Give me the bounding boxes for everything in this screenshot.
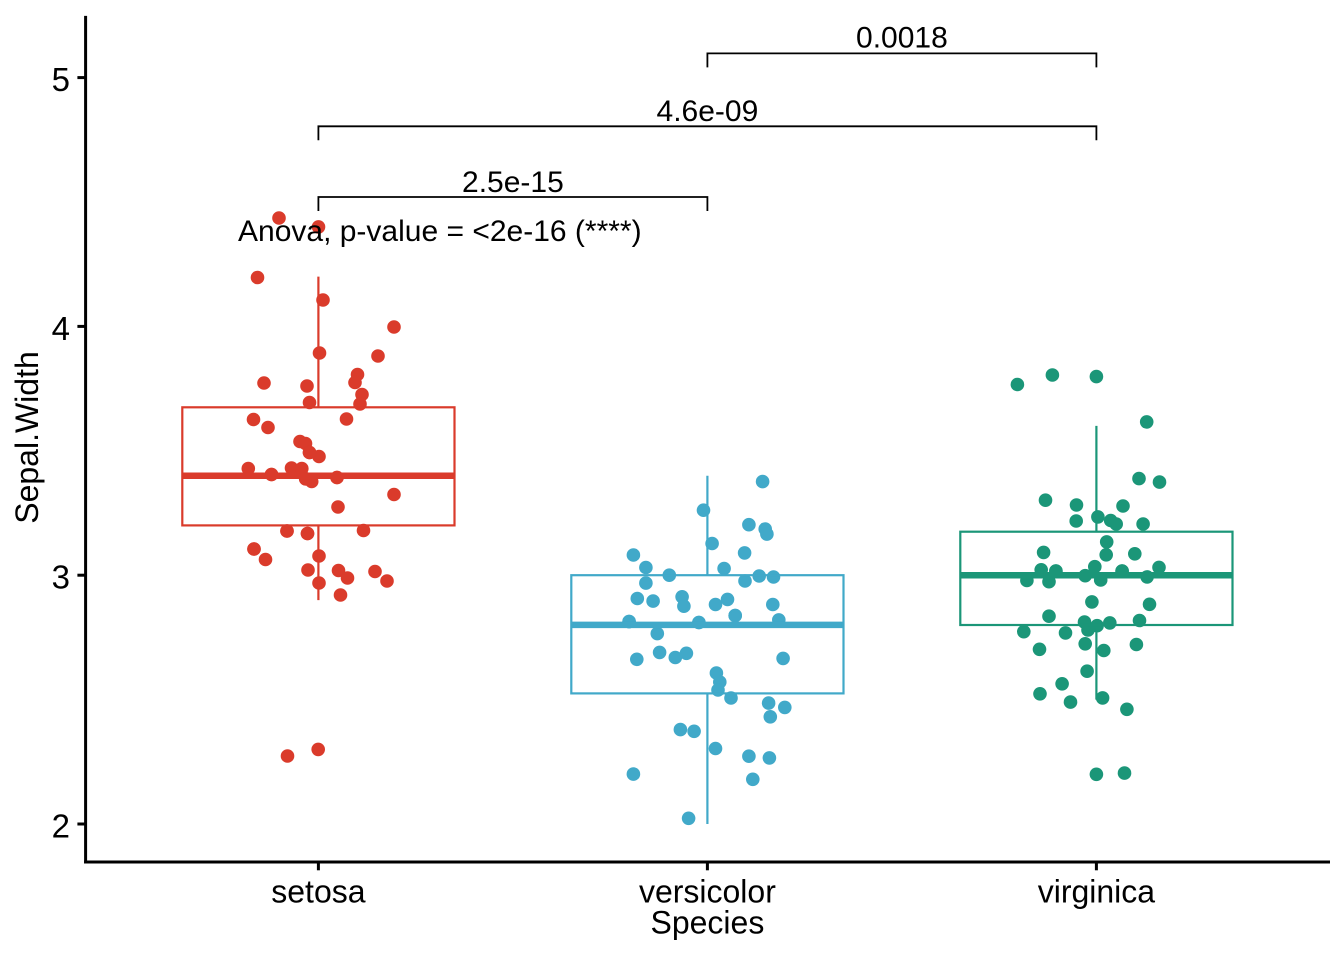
svg-text:Anova, p-value = <2e-16 (****): Anova, p-value = <2e-16 (****) (238, 215, 642, 248)
svg-text:4.6e-09: 4.6e-09 (657, 95, 759, 128)
svg-text:virginica: virginica (1038, 874, 1156, 910)
svg-text:0.0018: 0.0018 (856, 21, 948, 54)
svg-text:5: 5 (52, 61, 70, 98)
svg-text:2: 2 (52, 807, 70, 844)
svg-text:3: 3 (52, 559, 70, 596)
svg-text:2.5e-15: 2.5e-15 (462, 166, 564, 199)
svg-text:versicolor: versicolor (639, 874, 776, 910)
svg-text:setosa: setosa (271, 874, 365, 910)
svg-text:Species: Species (650, 905, 764, 941)
svg-text:Sepal.Width: Sepal.Width (9, 351, 45, 524)
svg-text:4: 4 (52, 310, 70, 347)
